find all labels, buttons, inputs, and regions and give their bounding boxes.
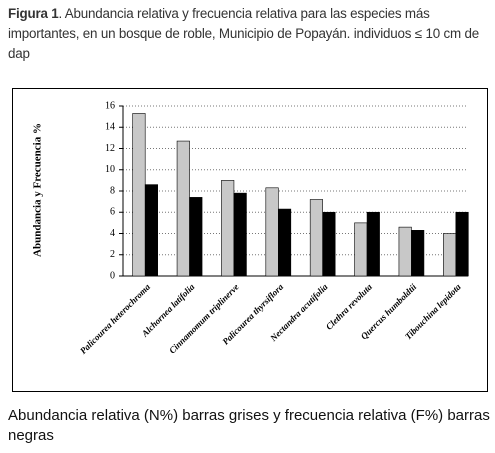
bar [265, 187, 279, 277]
bar [354, 222, 368, 277]
footnote: Abundancia relativa (N%) barras grises y… [8, 407, 490, 444]
bar [309, 199, 323, 277]
figure-label: Figura 1 [8, 6, 59, 21]
x-tick-label: Clethra revoluta [324, 281, 374, 331]
bar [132, 113, 146, 277]
bar [189, 197, 203, 277]
y-tick-label: 6 [110, 207, 115, 218]
y-tick-label: 12 [105, 143, 115, 154]
bar [176, 140, 190, 277]
bar [322, 211, 336, 277]
bar [278, 208, 292, 277]
y-tick-label: 4 [110, 228, 115, 239]
bar [411, 230, 425, 277]
bar [233, 192, 247, 277]
y-tick-label: 2 [110, 249, 115, 260]
y-tick-label: 8 [110, 185, 115, 196]
bar [144, 184, 158, 277]
y-axis-label: Abundancia y Frecuencia % [32, 123, 44, 257]
x-tick-label: Palicourea heterochroma [78, 281, 152, 355]
caption-text: . Abundancia relativa y frecuencia relat… [8, 6, 479, 61]
figure-caption: Figura 1. Abundancia relativa y frecuenc… [8, 4, 490, 64]
y-tick-label: 14 [105, 122, 115, 133]
bar [455, 211, 469, 277]
chart: Abundancia y Frecuencia % 0 2 4 6 8 10 12 14 16 P… [12, 88, 488, 392]
y-tick-label: 10 [105, 164, 115, 175]
y-tick-label: 16 [105, 100, 115, 111]
bar [443, 233, 457, 277]
bar [398, 226, 412, 277]
bar [221, 180, 235, 277]
y-tick-label: 0 [110, 270, 115, 281]
chart-frame [12, 88, 488, 392]
bar [366, 211, 380, 277]
